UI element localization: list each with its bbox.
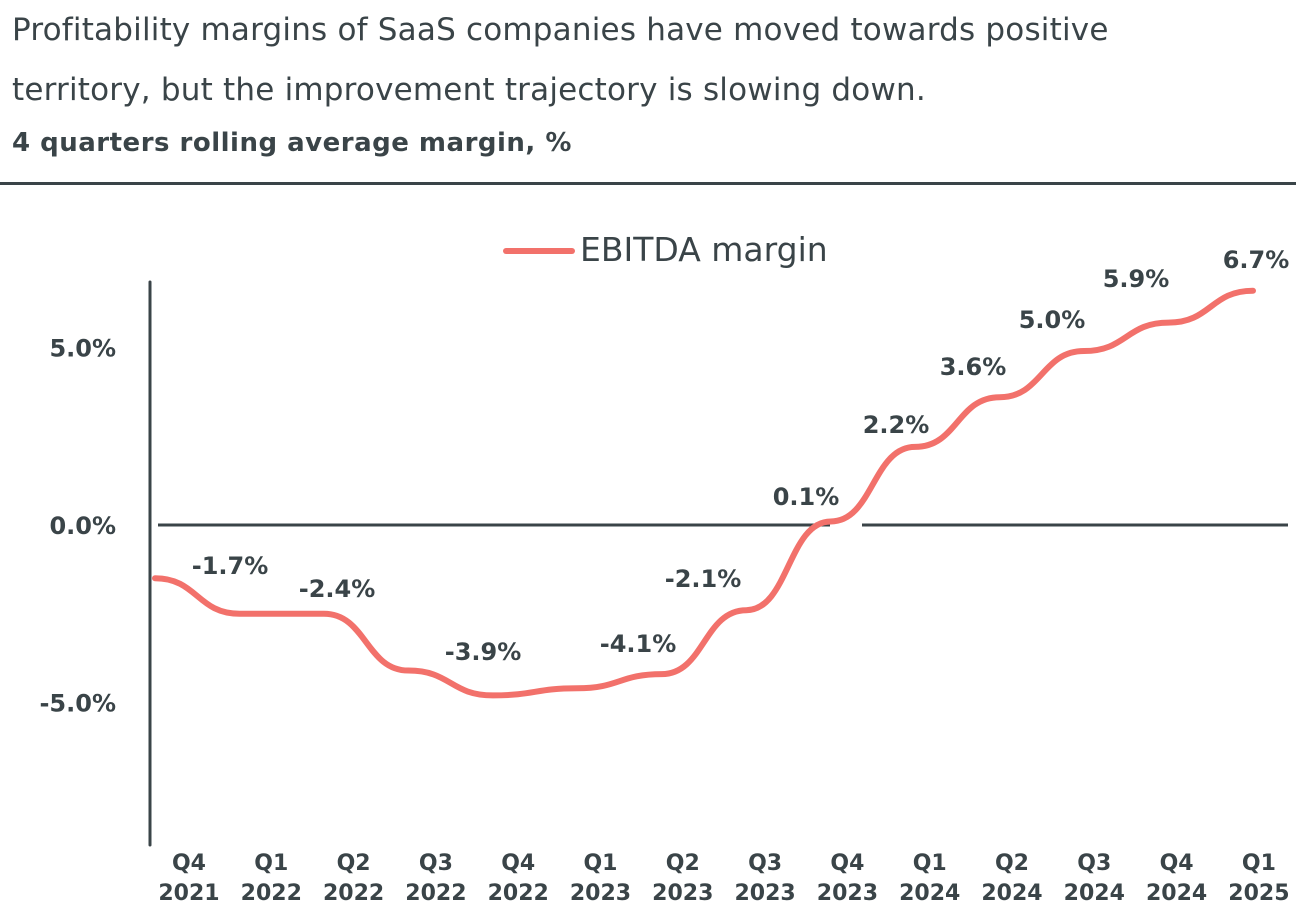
x-tick-label: 2022	[241, 881, 302, 906]
x-tick-label: Q3	[748, 851, 782, 876]
legend-label: EBITDA margin	[580, 230, 828, 269]
data-label: -1.7%	[192, 552, 269, 580]
data-label: 5.9%	[1103, 265, 1170, 293]
data-label: 0.1%	[773, 483, 840, 511]
data-label: -2.4%	[299, 575, 376, 603]
x-tick-label: Q2	[337, 851, 371, 876]
x-tick-label: Q2	[666, 851, 700, 876]
x-tick-label: 2023	[734, 881, 795, 906]
x-tick-label: Q1	[583, 851, 617, 876]
data-label: 3.6%	[940, 353, 1007, 381]
y-tick-label: 0.0%	[49, 512, 116, 540]
x-tick-label: 2024	[1064, 881, 1125, 906]
data-label: -3.9%	[445, 638, 522, 666]
x-tick-label: 2021	[158, 881, 219, 906]
chart-title: Profitability margins of SaaS companies …	[12, 0, 1252, 120]
data-label: 6.7%	[1223, 246, 1290, 274]
x-tick-label: Q1	[254, 851, 288, 876]
x-tick-label: Q1	[913, 851, 947, 876]
x-tick-label: Q4	[172, 851, 206, 876]
y-tick-label: 5.0%	[49, 335, 116, 363]
data-label: -2.1%	[665, 565, 742, 593]
x-tick-label: 2024	[981, 881, 1042, 906]
y-tick-label: -5.0%	[39, 690, 116, 718]
x-tick-label: 2023	[817, 881, 878, 906]
chart-subtitle: 4 quarters rolling average margin, %	[12, 128, 572, 158]
x-tick-label: Q4	[830, 851, 864, 876]
x-tick-label: 2024	[899, 881, 960, 906]
x-tick-label: 2023	[570, 881, 631, 906]
data-label: 2.2%	[863, 411, 930, 439]
chart-title-line-1: Profitability margins of SaaS companies …	[12, 12, 1109, 48]
chart-title-line-2: territory, but the improvement trajector…	[12, 72, 926, 108]
header-divider	[0, 182, 1296, 185]
x-tick-label: 2024	[1146, 881, 1207, 906]
x-tick-label: 2022	[323, 881, 384, 906]
data-label: 5.0%	[1019, 306, 1086, 334]
data-label: -4.1%	[600, 630, 677, 658]
series-line-ebitda-margin	[152, 287, 1256, 699]
x-tick-label: Q4	[1160, 851, 1194, 876]
x-tick-label: Q1	[1242, 851, 1276, 876]
x-tick-label: Q3	[419, 851, 453, 876]
x-tick-label: 2022	[405, 881, 466, 906]
x-tick-label: 2022	[488, 881, 549, 906]
x-tick-label: 2023	[652, 881, 713, 906]
x-tick-label: Q2	[995, 851, 1029, 876]
x-tick-label: 2025	[1228, 881, 1289, 906]
x-tick-label: Q3	[1077, 851, 1111, 876]
x-tick-label: Q4	[501, 851, 535, 876]
